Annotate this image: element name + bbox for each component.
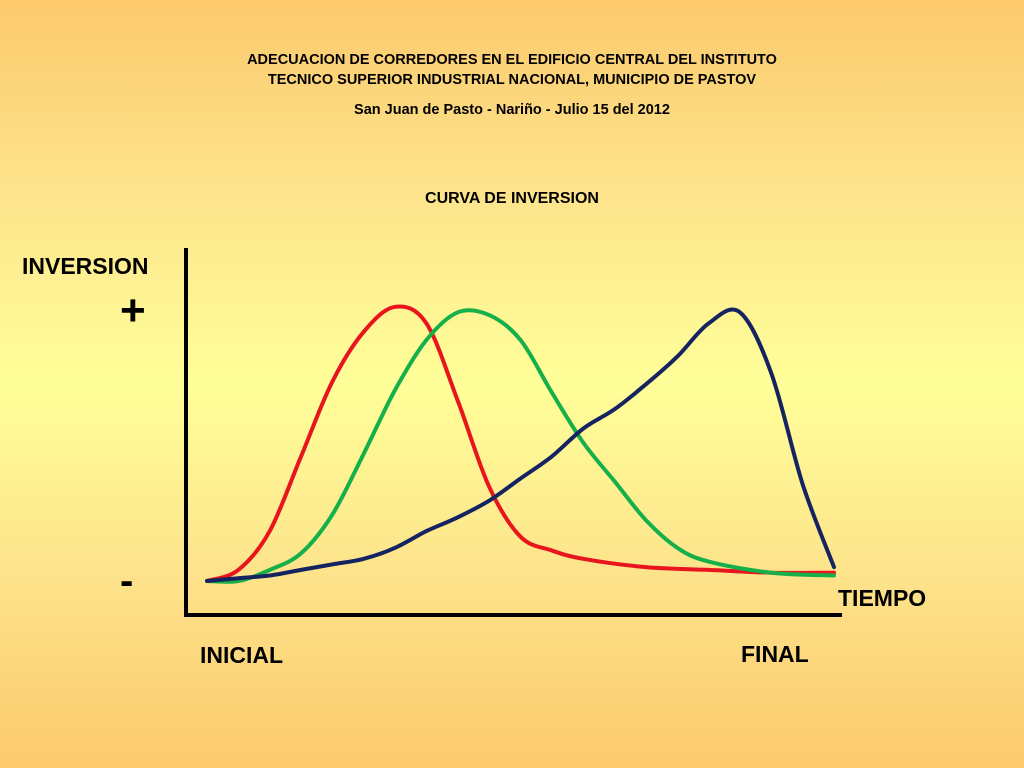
y-axis-high-label: +	[120, 286, 146, 335]
x-axis-end-label: FINAL	[741, 641, 809, 667]
x-axis-label: TIEMPO	[838, 585, 927, 611]
header-place-date: San Juan de Pasto - Nariño - Julio 15 de…	[354, 102, 670, 118]
x-axis-start-label: INICIAL	[200, 642, 284, 668]
series-line-2	[205, 308, 836, 584]
chart-title: CURVA DE INVERSION	[425, 190, 599, 207]
header-line-2: TECNICO SUPERIOR INDUSTRIAL NACIONAL, MU…	[267, 72, 757, 88]
series-line-3	[205, 307, 836, 583]
y-axis-low-label: -	[120, 559, 134, 603]
header-line-1: ADECUACION DE CORREDORES EN EL EDIFICIO …	[247, 52, 777, 68]
series-line-1	[205, 304, 836, 583]
y-axis-label: INVERSION	[22, 253, 149, 279]
